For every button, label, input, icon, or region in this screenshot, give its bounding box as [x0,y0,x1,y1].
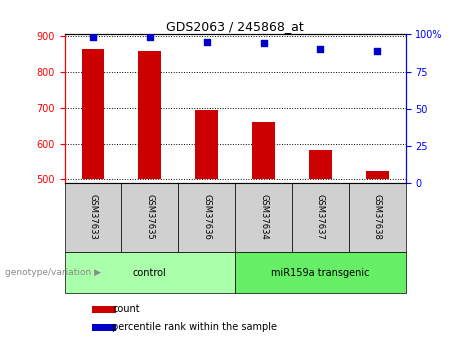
Text: control: control [133,268,167,277]
Bar [195,110,218,179]
Point [317,47,324,52]
Bar [82,49,104,179]
Bar [309,150,332,179]
Bar [65,183,121,252]
Bar [235,252,406,293]
Bar [92,324,116,331]
Bar [65,252,235,293]
Text: percentile rank within the sample: percentile rank within the sample [112,322,278,332]
Text: GSM37636: GSM37636 [202,195,211,240]
Text: genotype/variation ▶: genotype/variation ▶ [5,268,100,277]
Bar [92,306,116,313]
Point [203,39,210,45]
Text: GSM37634: GSM37634 [259,195,268,240]
Bar [366,171,389,179]
Bar [178,183,235,252]
Bar [252,122,275,179]
Text: miR159a transgenic: miR159a transgenic [271,268,370,277]
Text: GSM37635: GSM37635 [145,195,154,240]
Point [260,41,267,46]
Title: GDS2063 / 245868_at: GDS2063 / 245868_at [166,20,304,33]
Bar [349,183,406,252]
Point [373,48,381,53]
Text: GSM37638: GSM37638 [373,195,382,240]
Point [146,35,154,40]
Bar [292,183,349,252]
Point [89,35,97,40]
Text: GSM37637: GSM37637 [316,195,325,240]
Bar [138,51,161,179]
Bar [235,183,292,252]
Text: GSM37633: GSM37633 [89,195,97,240]
Bar [121,183,178,252]
Text: count: count [112,304,140,314]
